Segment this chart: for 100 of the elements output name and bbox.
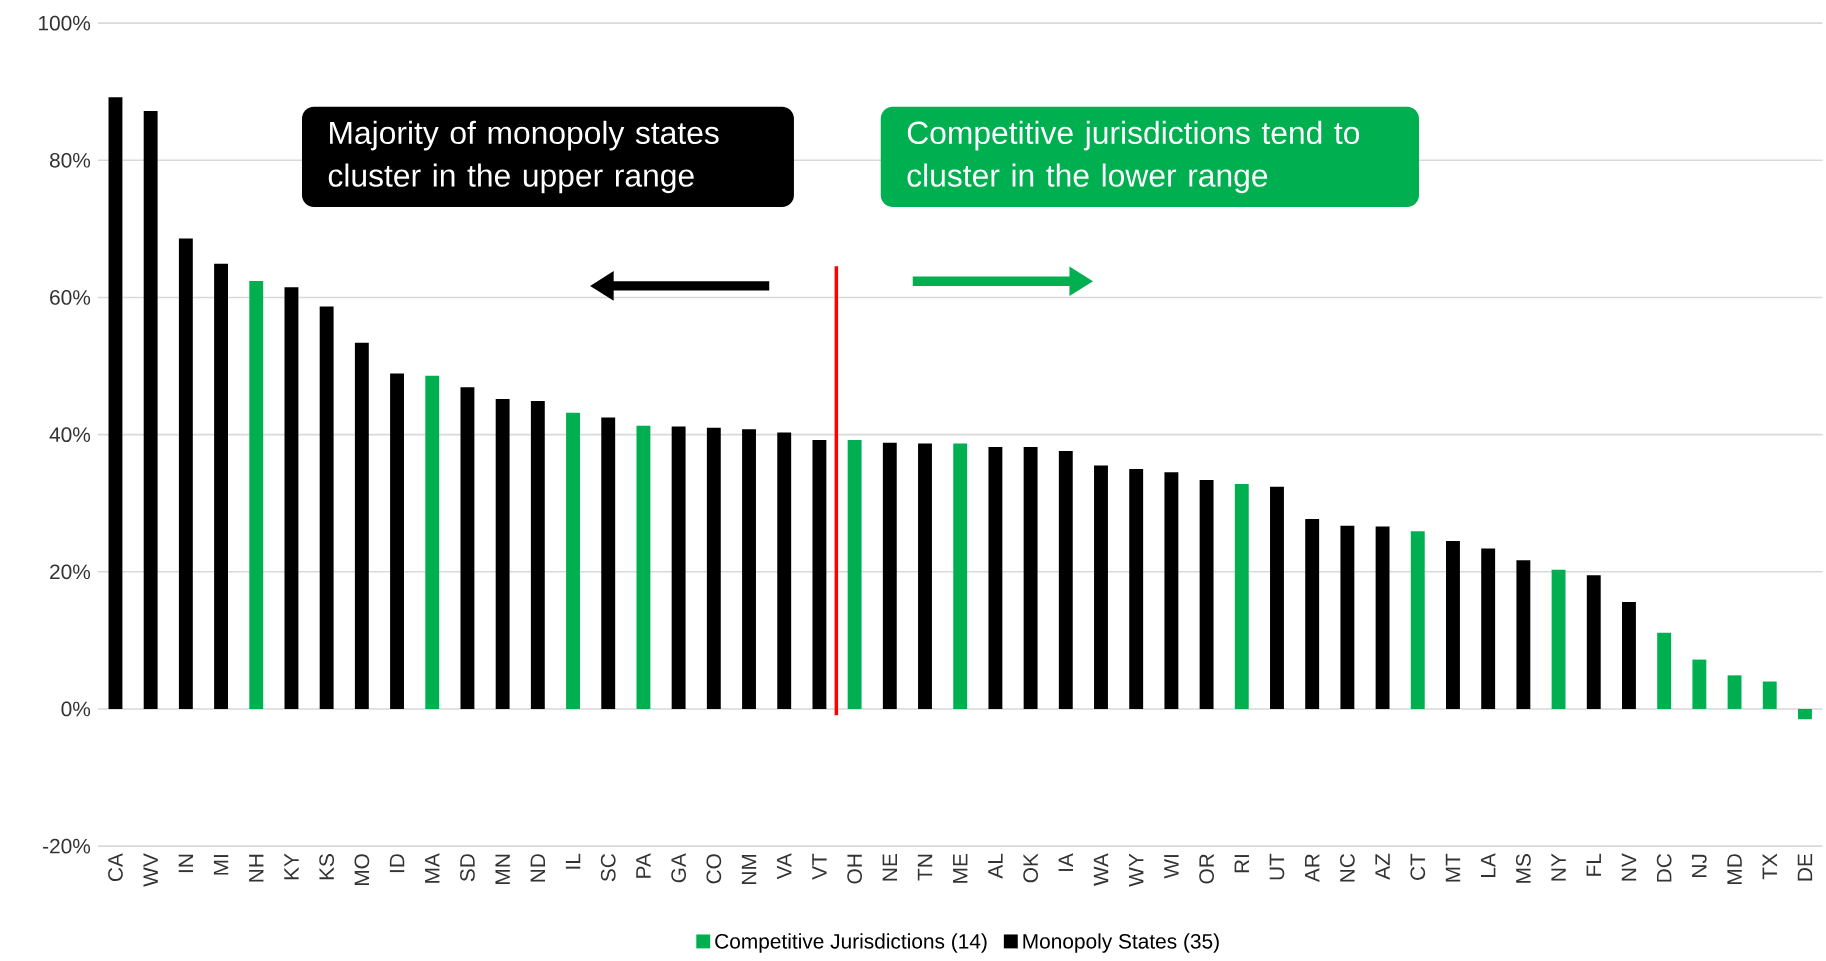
x-tick-label: MN [495, 854, 510, 885]
x-tick-label: GA [671, 853, 687, 883]
bar [1340, 525, 1355, 710]
x-tick-label: WA [1093, 853, 1109, 887]
bar [988, 447, 1003, 710]
bar [1058, 451, 1073, 710]
annotation: Competitive jurisdictions tend to cluster in the lower range [907, 120, 1360, 194]
x-tick-label: OH [847, 854, 863, 884]
x-tick-label: WY [1129, 853, 1144, 887]
x-tick-label: NE [882, 854, 897, 881]
x-tick-label: FL [1586, 853, 1601, 876]
x-tick-label: AL [988, 853, 1003, 879]
x-tick-label: IL [565, 853, 581, 869]
bar [178, 238, 193, 710]
x-tick-label: NV [1621, 853, 1637, 881]
bar [319, 306, 334, 710]
bar [812, 440, 827, 710]
bar [1023, 447, 1038, 710]
x-tick-label: LA [1481, 853, 1496, 878]
x-tick-label: CO [706, 854, 722, 884]
bar [918, 443, 932, 710]
bar [1622, 602, 1636, 710]
bar [390, 373, 404, 710]
bar [495, 399, 510, 710]
y-tick-label: 60% [50, 290, 91, 306]
bar [847, 440, 862, 710]
bar [1410, 531, 1425, 710]
bar [1551, 569, 1566, 710]
bar [1798, 709, 1812, 720]
bar [214, 264, 229, 710]
bar [636, 425, 651, 710]
x-tick-label: RI [1234, 855, 1249, 873]
x-tick-label: TX [1762, 853, 1777, 880]
bar [742, 429, 756, 710]
bar [1234, 484, 1249, 710]
bar [1657, 632, 1672, 710]
x-tick-label: WI [1164, 855, 1179, 879]
x-tick-label: KY [284, 853, 299, 880]
x-tick-label: DE [1797, 854, 1813, 881]
x-tick-label: MI [213, 855, 229, 875]
bar [882, 443, 897, 710]
x-tick-label: IN [178, 854, 194, 873]
bar [1727, 675, 1742, 710]
y-tick-label: 80% [49, 153, 91, 168]
bar [1481, 548, 1496, 710]
bar [530, 401, 545, 710]
x-tick-label: UT [1269, 853, 1285, 880]
x-tick-label: MA [425, 853, 440, 883]
x-tick-label: SD [460, 854, 475, 882]
bar [601, 417, 616, 710]
x-tick-label: KS [319, 854, 335, 880]
bar [1305, 519, 1320, 710]
bar [354, 342, 369, 710]
y-tick-label: 100% [39, 15, 91, 31]
bar [566, 412, 580, 710]
bar [1094, 465, 1108, 710]
bar [1375, 526, 1390, 710]
x-tick-label: MO [354, 854, 370, 886]
bar [460, 387, 475, 710]
bar [425, 375, 440, 710]
bar [284, 287, 299, 710]
x-tick-label: MT [1445, 853, 1461, 882]
y-tick-label: 40% [49, 427, 91, 443]
bar [1270, 486, 1284, 710]
x-tick-label: CA [108, 853, 123, 882]
x-tick-label: NM [741, 855, 757, 885]
bar [1129, 469, 1144, 710]
x-tick-label: VA [777, 853, 792, 880]
bar [1199, 480, 1214, 710]
x-tick-label: MD [1727, 854, 1742, 885]
bar [671, 426, 686, 710]
bar [706, 427, 721, 710]
bar [1446, 541, 1460, 710]
x-tick-label: DC [1656, 854, 1672, 882]
bar [143, 111, 158, 710]
bar [777, 432, 792, 710]
annotation: Majority of monopoly states cluster in the upper range [328, 120, 719, 194]
x-tick-label: MS [1515, 854, 1531, 883]
bar [108, 97, 123, 710]
x-tick-label: NH [249, 854, 264, 882]
x-tick-label: NY [1551, 853, 1566, 881]
bar [1762, 681, 1777, 710]
legend-label: Competitive Jurisdictions (14) [715, 933, 987, 953]
x-tick-label: OK [1023, 853, 1038, 883]
x-tick-label: NJ [1692, 854, 1707, 878]
x-tick-label: SC [600, 854, 616, 882]
bar [1586, 575, 1601, 710]
x-tick-label: TN [917, 854, 933, 881]
x-tick-label: ID [389, 854, 405, 873]
bar [1516, 560, 1531, 710]
x-tick-label: IA [1058, 853, 1073, 872]
x-tick-label: WV [143, 853, 158, 887]
x-tick-label: CT [1410, 853, 1426, 881]
x-tick-label: AR [1305, 854, 1320, 883]
legend-label: Monopoly States (35) [1023, 933, 1219, 953]
y-tick-label: 20% [50, 564, 91, 580]
bar [1164, 472, 1179, 710]
x-tick-label: PA [636, 853, 651, 878]
x-tick-label: AZ [1375, 853, 1390, 880]
y-tick-label: 0% [61, 701, 91, 717]
